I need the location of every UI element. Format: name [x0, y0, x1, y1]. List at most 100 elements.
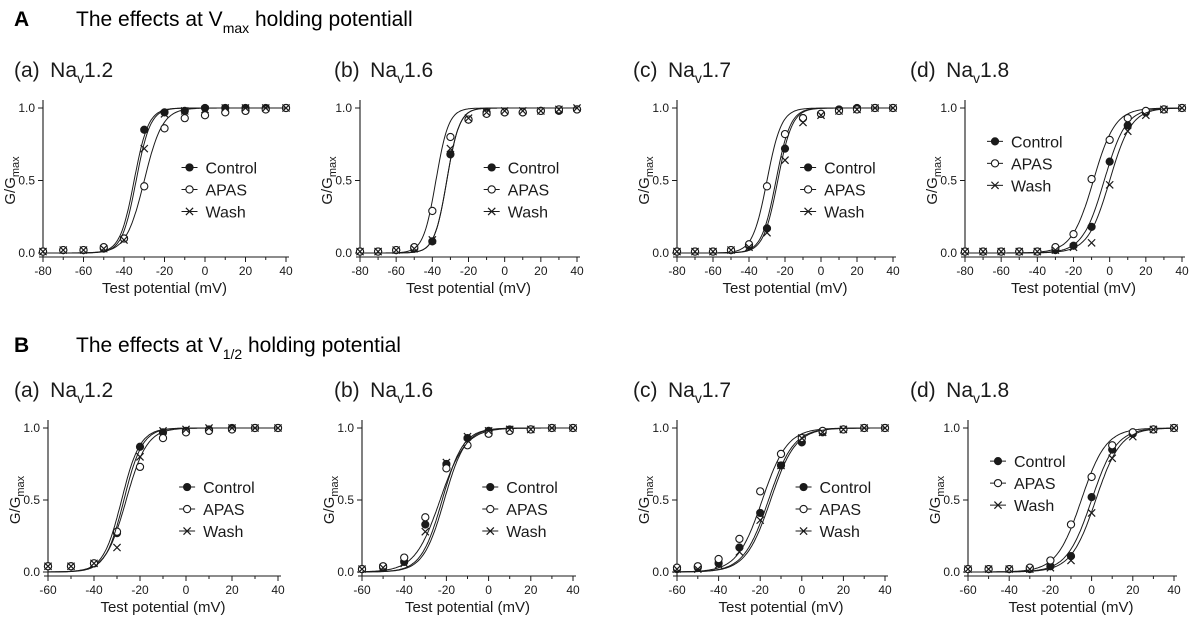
- data-point: [568, 423, 578, 433]
- x-axis-label: Test potential (mV): [406, 280, 531, 297]
- data-point: [1066, 520, 1076, 529]
- legend-label: Wash: [1014, 498, 1054, 515]
- legend-entry: Control: [179, 480, 255, 497]
- data-point: [273, 423, 283, 433]
- data-point: [1025, 563, 1034, 572]
- y-tick-label: 0.0: [940, 246, 957, 260]
- data-point: [870, 103, 880, 113]
- data-point: [780, 156, 790, 165]
- series: [43, 423, 283, 573]
- data-point: [834, 106, 844, 115]
- data-point: [818, 428, 827, 437]
- data-point: [355, 247, 365, 256]
- legend-label: Control: [1014, 454, 1066, 471]
- y-axis-label: G/Gmax: [924, 156, 944, 205]
- x-tick-label: 40: [566, 583, 580, 597]
- legend-label: APAS: [508, 182, 550, 199]
- data-point: [518, 106, 527, 115]
- x-tick-label: -60: [992, 264, 1010, 278]
- legend: Control APAS Wash: [990, 454, 1066, 515]
- data-point: [392, 246, 401, 255]
- x-tick-label: 40: [1167, 583, 1181, 597]
- fit-curve: [360, 107, 577, 254]
- y-tick-label: 1.0: [23, 421, 40, 435]
- legend-entry: APAS: [800, 182, 866, 199]
- legend-marker: [993, 501, 1003, 510]
- data-point: [119, 235, 129, 244]
- data-point: [89, 559, 99, 568]
- data-point: [714, 554, 723, 564]
- legend-marker: [486, 504, 495, 514]
- y-tick-label: 0.5: [940, 174, 957, 188]
- data-point: [1108, 441, 1117, 450]
- x-tick-label: -60: [387, 264, 405, 278]
- data-point: [672, 563, 682, 572]
- legend-entry: APAS: [179, 502, 245, 519]
- series: [355, 103, 582, 256]
- x-tick-label: -20: [752, 583, 770, 597]
- legend-entry: Wash: [181, 204, 246, 221]
- data-point: [160, 109, 169, 118]
- x-tick-label: 20: [1126, 583, 1140, 597]
- legend-label: APAS: [820, 502, 862, 519]
- data-point: [714, 560, 723, 569]
- legend: Control APAS Wash: [987, 134, 1063, 195]
- x-tick-label: -80: [351, 264, 369, 278]
- legend-label: Wash: [506, 524, 546, 541]
- data-point: [984, 565, 993, 574]
- series: [672, 423, 890, 573]
- data-point: [261, 105, 270, 114]
- legend: Control APAS Wash: [482, 480, 558, 541]
- legend-marker: [182, 504, 192, 514]
- data-point: [1069, 243, 1078, 252]
- legend-marker: [803, 185, 813, 194]
- legend: Control APAS Wash: [181, 160, 257, 221]
- series: [672, 103, 898, 256]
- x-tick-label: -40: [85, 583, 103, 597]
- legend-entry: Control: [181, 160, 257, 177]
- legend-marker: [486, 527, 495, 536]
- y-tick-label: 0.5: [652, 174, 669, 188]
- data-point: [547, 423, 556, 433]
- data-point: [1123, 114, 1132, 123]
- data-point: [735, 547, 744, 556]
- data-point: [960, 247, 970, 256]
- legend-entry: Wash: [179, 524, 243, 541]
- chart-panel: (c) Nav1.7 -60 -40 -20 0 20 40 0.0 0.5 1.0 Test po…: [633, 379, 892, 616]
- data-point: [1159, 105, 1168, 114]
- data-point: [672, 565, 682, 574]
- data-point: [776, 449, 786, 459]
- y-tick-label: 0.5: [652, 493, 669, 507]
- legend-marker: [183, 527, 192, 536]
- legend-entry: Control: [800, 160, 876, 177]
- series: [355, 105, 582, 256]
- y-tick-label: 0.0: [652, 565, 669, 579]
- data-point: [410, 243, 419, 252]
- data-point: [518, 108, 527, 117]
- x-axis-label: Test potential (mV): [1011, 280, 1136, 297]
- x-axis-label: Test potential (mV): [1008, 599, 1133, 616]
- data-point: [38, 247, 48, 256]
- data-point: [1025, 565, 1034, 574]
- y-tick-label: 1.0: [943, 421, 960, 435]
- data-point: [798, 118, 808, 127]
- data-point: [1149, 425, 1158, 434]
- y-tick-label: 0.5: [943, 493, 960, 507]
- legend-label: Control: [506, 480, 558, 497]
- fit-curve: [677, 427, 885, 573]
- chart-panel: (a) Nav1.2 -60 -40 -20 0 20 40 0.0 0.5 1.0 Test po…: [7, 379, 285, 616]
- data-point: [99, 243, 108, 252]
- x-tick-label: -60: [353, 583, 371, 597]
- x-tick-label: -20: [1042, 583, 1060, 597]
- y-tick-label: 1.0: [337, 421, 354, 435]
- fit-curve: [677, 107, 893, 254]
- data-point: [442, 458, 451, 467]
- y-tick-label: 1.0: [18, 101, 35, 115]
- legend-label: Control: [1011, 134, 1063, 151]
- x-tick-label: 40: [279, 264, 293, 278]
- y-tick-label: 0.5: [18, 174, 35, 188]
- x-tick-label: 20: [1139, 264, 1153, 278]
- legend-label: Control: [820, 480, 872, 497]
- data-point: [888, 103, 898, 113]
- series: [672, 103, 898, 256]
